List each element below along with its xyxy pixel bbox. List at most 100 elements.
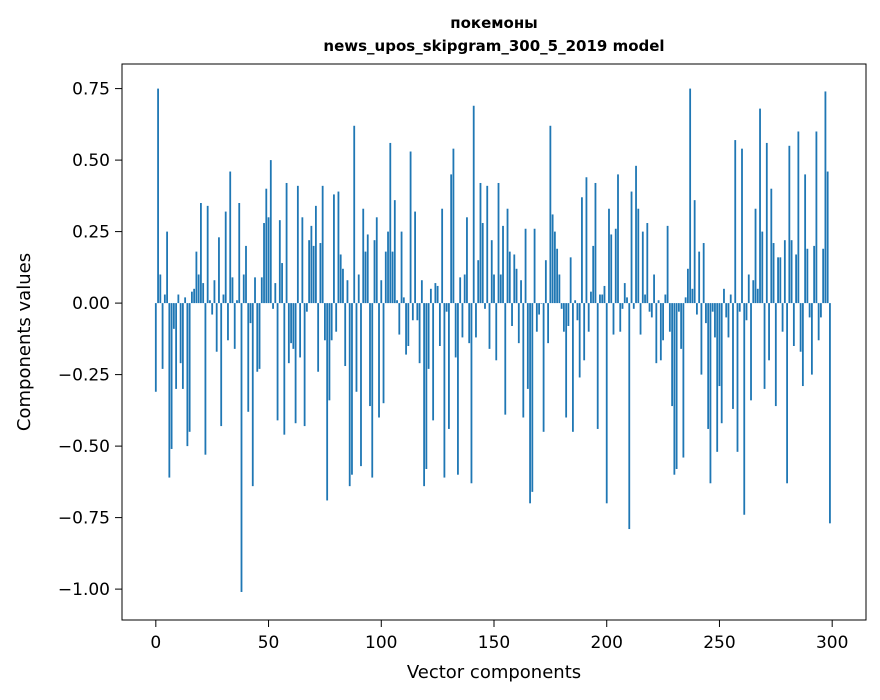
bar-249 [716, 303, 719, 452]
y-tick-label: 0.00 [72, 294, 110, 314]
bar-210 [628, 303, 631, 530]
bar-194 [592, 245, 595, 304]
bar-284 [795, 254, 798, 304]
bar-98 [375, 217, 378, 304]
bar-137 [463, 274, 466, 304]
bar-114 [411, 303, 414, 321]
bar-56 [281, 263, 283, 304]
y-tick-label: 0.75 [72, 80, 110, 100]
y-tick-label: −0.75 [58, 509, 110, 529]
bar-206 [619, 303, 622, 332]
bar-142 [475, 303, 477, 338]
bar-30 [222, 294, 225, 304]
bar-253 [725, 303, 728, 318]
bar-18 [195, 251, 198, 304]
bar-182 [565, 303, 568, 418]
bar-241 [698, 251, 701, 304]
bar-218 [646, 223, 649, 304]
bar-144 [479, 182, 482, 304]
bar-158 [511, 303, 513, 326]
bar-290 [808, 303, 811, 318]
bar-177 [553, 231, 556, 304]
x-tick-label: 150 [478, 633, 510, 653]
bar-14 [186, 303, 189, 447]
bar-148 [488, 303, 491, 349]
bar-80 [335, 303, 338, 332]
bar-73 [319, 243, 322, 304]
bar-264 [750, 303, 752, 401]
bar-180 [560, 303, 563, 309]
bar-145 [481, 223, 484, 304]
bar-123 [432, 303, 435, 421]
bar-226 [664, 294, 667, 304]
bar-172 [542, 303, 545, 432]
bar-67 [305, 303, 308, 312]
bar-92 [362, 208, 365, 304]
bar-39 [242, 274, 245, 304]
bar-34 [231, 277, 234, 304]
bar-149 [490, 240, 493, 304]
bar-26 [213, 280, 216, 304]
bar-212 [632, 303, 635, 309]
bar-147 [486, 185, 489, 304]
bar-246 [709, 303, 712, 484]
bar-299 [829, 303, 831, 524]
bar-285 [797, 131, 800, 304]
bar-287 [801, 303, 804, 387]
bar-175 [549, 125, 552, 304]
bar-283 [792, 303, 795, 347]
bar-31 [224, 211, 227, 304]
bar-59 [287, 303, 290, 364]
x-tick-label: 50 [258, 633, 280, 653]
y-axis: −1.00 −0.75 −0.50 −0.25 0.00 0.25 0.50 0.75 [58, 80, 122, 600]
bar-220 [650, 303, 653, 318]
bar-251 [720, 303, 723, 424]
bar-248 [714, 303, 716, 338]
bar-43 [251, 303, 254, 487]
bar-48 [263, 223, 265, 304]
bar-154 [502, 225, 504, 304]
bar-204 [614, 228, 617, 304]
bar-23 [206, 205, 209, 304]
bar-17 [193, 288, 196, 304]
bar-62 [294, 303, 297, 424]
bar-247 [711, 303, 714, 312]
bar-138 [466, 217, 468, 304]
bar-124 [434, 283, 437, 304]
bar-11 [179, 303, 182, 364]
bar-265 [752, 280, 755, 304]
bar-96 [371, 303, 374, 478]
bar-24 [209, 300, 211, 304]
bar-275 [774, 303, 777, 407]
bar-84 [344, 303, 347, 367]
bar-157 [508, 251, 511, 304]
bar-255 [729, 294, 732, 304]
bar-129 [445, 303, 448, 312]
bar-234 [682, 303, 685, 458]
bar-269 [761, 231, 764, 304]
bar-78 [330, 303, 333, 341]
bar-236 [686, 268, 689, 304]
x-axis-label: Vector components [407, 662, 581, 683]
bar-155 [504, 303, 507, 415]
bar-109 [400, 231, 403, 304]
bar-223 [657, 300, 660, 304]
bar-95 [369, 303, 371, 407]
bar-41 [247, 303, 250, 412]
bar-75 [324, 303, 326, 341]
bar-259 [738, 303, 741, 312]
bar-119 [423, 303, 426, 487]
bar-207 [621, 303, 624, 309]
bar-202 [610, 234, 613, 304]
bar-231 [675, 303, 678, 469]
bar-260 [741, 148, 743, 304]
bar-25 [211, 303, 214, 315]
bar-21 [202, 283, 205, 304]
bar-169 [535, 303, 538, 332]
bar-81 [337, 191, 340, 304]
bar-111 [405, 303, 407, 355]
bar-89 [355, 303, 358, 392]
bar-61 [292, 303, 295, 349]
bar-55 [278, 220, 281, 304]
bar-291 [810, 303, 813, 375]
